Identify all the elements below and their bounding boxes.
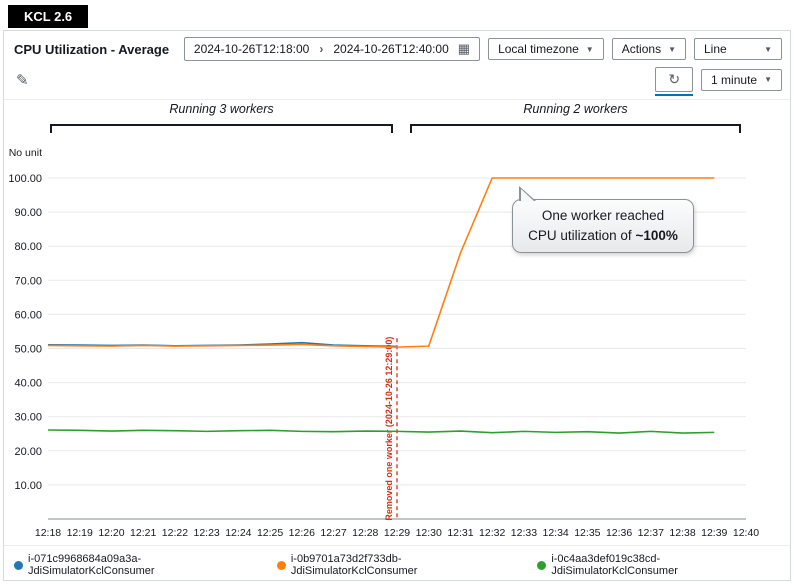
x-tick-label: 12:19 [67, 527, 93, 539]
cpu-utilization-chart[interactable]: 10.00 20.00 30.00 40.00 50.00 60.00 70.00 80.00… [4, 142, 792, 552]
annotation-running-2-workers: Running 2 workers [410, 102, 741, 133]
bracket-line [50, 124, 393, 133]
legend-label: i-0b9701a73d2f733db-JdiSimulatorKclConsu… [290, 553, 418, 577]
edit-icon[interactable]: ✎ [16, 71, 29, 89]
x-tick-label: 12:25 [257, 527, 283, 539]
x-tick-label: 12:24 [225, 527, 251, 539]
legend-item[interactable]: i-071c9968684a09a3a-JdiSimulatorKclConsu… [14, 553, 261, 577]
y-tick-label: 100.00 [8, 173, 42, 185]
widget-header: CPU Utilization - Average 2024-10-26T12:… [4, 31, 790, 64]
refresh-button[interactable]: ↻ [655, 67, 694, 96]
legend-color-dot [276, 560, 286, 570]
legend-color-dot [14, 560, 23, 570]
x-tick-label: 12:36 [606, 527, 632, 539]
actions-dropdown[interactable]: Actions ▼ [611, 38, 686, 60]
x-tick-label: 12:35 [574, 527, 600, 539]
y-axis-unit-label: No unit [9, 147, 42, 159]
chart-legend: i-071c9968684a09a3a-JdiSimulatorKclConsu… [4, 545, 790, 584]
x-tick-label: 12:32 [479, 527, 505, 539]
x-tick-label: 12:22 [162, 527, 188, 539]
toolbar-right-controls: ↻ 1 minute ▼ [655, 67, 782, 96]
cloudwatch-widget: CPU Utilization - Average 2024-10-26T12:… [3, 30, 791, 581]
interval-dropdown[interactable]: 1 minute ▼ [701, 68, 782, 91]
refresh-icon: ↻ [668, 71, 681, 87]
series-line-2 [47, 429, 715, 434]
y-tick-label: 80.00 [14, 241, 42, 253]
chevron-right-icon: › [319, 42, 324, 56]
chart-title: CPU Utilization - Average [14, 41, 170, 57]
timezone-label: Local timezone [498, 42, 579, 56]
x-tick-label: 12:38 [669, 527, 695, 539]
chart-type-label: Line [704, 42, 727, 56]
callout-text-line1: One worker reached [541, 208, 665, 224]
x-tick-label: 12:20 [98, 527, 124, 539]
date-range-picker[interactable]: 2024-10-26T12:18:00 › 2024-10-26T12:40:0… [183, 37, 481, 61]
y-tick-label: 70.00 [14, 275, 42, 287]
dropdown-arrow-icon: ▼ [764, 44, 772, 54]
legend-color-dot [537, 560, 547, 570]
x-tick-label: 12:28 [352, 527, 378, 539]
dropdown-arrow-icon: ▼ [585, 44, 594, 54]
annotation-running-3-workers: Running 3 workers [50, 102, 393, 133]
x-tick-label: 12:37 [638, 527, 664, 539]
dropdown-arrow-icon: ▼ [764, 75, 772, 84]
chart-type-dropdown[interactable]: Line ▼ [694, 38, 782, 60]
dropdown-arrow-icon: ▼ [668, 44, 676, 54]
x-tick-label: 12:29 [384, 527, 410, 539]
legend-label: i-071c9968684a09a3a-JdiSimulatorKclConsu… [28, 553, 155, 577]
annotation-label: Running 2 workers [523, 102, 628, 116]
x-tick-label: 12:31 [447, 527, 473, 539]
x-tick-label: 12:34 [542, 527, 568, 539]
bracket-line [410, 124, 741, 133]
date-end-value: 2024-10-26T12:40:00 [333, 42, 449, 56]
timezone-dropdown[interactable]: Local timezone ▼ [488, 38, 604, 60]
interval-label: 1 minute [711, 72, 758, 87]
y-tick-label: 60.00 [14, 309, 42, 321]
callout-text-bold: ~100% [635, 228, 678, 243]
legend-label: i-0c4aa3def019c38cd-JdiSimulatorKclConsu… [551, 553, 678, 577]
annotation-label: Running 3 workers [169, 102, 274, 116]
widget-toolbar: ✎ ↻ 1 minute ▼ [4, 64, 790, 100]
event-vline-label: Removed one worker (2024-10-26 12:29:00) [384, 337, 394, 521]
legend-item[interactable]: i-0b9701a73d2f733db-JdiSimulatorKclConsu… [276, 553, 521, 577]
x-tick-label: 12:33 [511, 527, 537, 539]
x-tick-label: 12:27 [320, 527, 346, 539]
date-start-value: 2024-10-26T12:18:00 [193, 42, 310, 56]
series-line-1 [47, 177, 715, 348]
x-tick-label: 12:30 [416, 527, 442, 539]
x-tick-label: 12:18 [35, 527, 61, 539]
legend-item[interactable]: i-0c4aa3def019c38cd-JdiSimulatorKclConsu… [537, 553, 780, 577]
y-tick-label: 40.00 [14, 378, 42, 390]
kcl-version-badge: KCL 2.6 [8, 5, 89, 28]
x-tick-label: 12:26 [289, 527, 315, 539]
callout-text-line2: CPU utilization of [528, 228, 636, 243]
y-tick-label: 20.00 [14, 446, 42, 458]
chart-area: Running 3 workers Running 2 workers 10.0… [4, 100, 790, 552]
callout-bubble: One worker reached CPU utilization of ~1… [512, 186, 694, 253]
y-tick-label: 50.00 [14, 344, 42, 356]
actions-label: Actions [621, 42, 662, 56]
x-tick-label: 12:21 [130, 527, 156, 539]
y-tick-label: 30.00 [14, 412, 42, 424]
x-tick-label: 12:40 [733, 527, 759, 539]
header-controls: 2024-10-26T12:18:00 › 2024-10-26T12:40:0… [183, 37, 782, 61]
x-tick-label: 12:23 [193, 527, 219, 539]
y-tick-label: 90.00 [14, 207, 42, 219]
x-tick-label: 12:39 [701, 527, 727, 539]
calendar-icon: ▦ [457, 41, 471, 56]
y-tick-label: 10.00 [14, 480, 42, 492]
